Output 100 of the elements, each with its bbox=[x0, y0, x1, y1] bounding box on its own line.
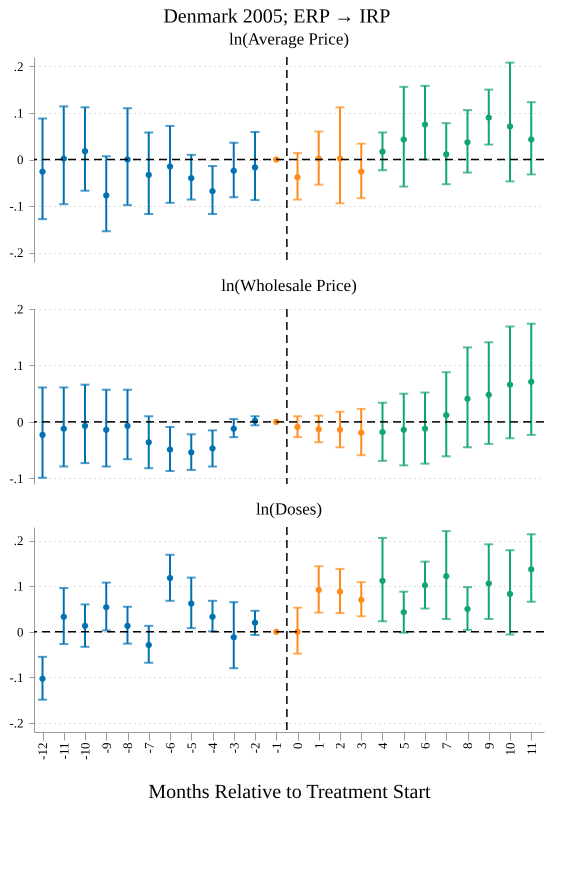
point bbox=[294, 174, 301, 180]
point bbox=[230, 426, 237, 432]
x-tick-label: 6 bbox=[418, 742, 432, 749]
point bbox=[316, 586, 322, 594]
y-tick-label: -.1 bbox=[9, 470, 24, 486]
x-tick-label: 9 bbox=[481, 742, 496, 749]
point bbox=[188, 449, 194, 456]
y-tick-label: 0 bbox=[17, 414, 24, 430]
point bbox=[146, 172, 152, 178]
x-tick-label: -10 bbox=[78, 742, 92, 760]
x-tick-label: -1 bbox=[268, 742, 284, 754]
point bbox=[358, 168, 364, 175]
point bbox=[358, 429, 364, 436]
x-tick-label: -9 bbox=[98, 742, 114, 754]
point bbox=[506, 381, 514, 388]
y-tick-label: .1 bbox=[14, 358, 24, 373]
point bbox=[443, 412, 450, 418]
point bbox=[400, 609, 407, 616]
x-tick-label: -8 bbox=[120, 742, 135, 754]
point bbox=[486, 114, 492, 121]
x-tick-label: 2 bbox=[332, 742, 348, 749]
y-tick-label: .1 bbox=[14, 578, 24, 594]
point bbox=[82, 622, 88, 630]
point bbox=[379, 428, 386, 436]
point bbox=[209, 188, 216, 194]
x-tick-label: 4 bbox=[375, 742, 390, 749]
point bbox=[209, 445, 216, 452]
point bbox=[146, 439, 152, 446]
chart-title: Denmark 2005; ERP → IRP bbox=[163, 5, 390, 28]
x-tick-label: -5 bbox=[184, 742, 199, 754]
point bbox=[60, 426, 67, 432]
point bbox=[39, 676, 46, 682]
point bbox=[400, 426, 407, 433]
point bbox=[336, 426, 344, 433]
x-axis-title: Months Relative to Treatment Start bbox=[148, 780, 432, 803]
point bbox=[422, 121, 428, 128]
y-tick-label: 0 bbox=[17, 152, 24, 167]
point bbox=[60, 614, 67, 620]
x-tick-label: 5 bbox=[396, 742, 412, 749]
x-tick-label: -11 bbox=[56, 742, 72, 760]
point bbox=[230, 634, 237, 640]
point bbox=[124, 622, 131, 630]
y-tick-label: .2 bbox=[14, 302, 24, 316]
x-tick-label: 7 bbox=[438, 742, 454, 749]
point bbox=[146, 642, 152, 648]
point bbox=[230, 168, 237, 174]
x-tick-label: 8 bbox=[460, 742, 475, 749]
point bbox=[166, 446, 174, 453]
point bbox=[506, 590, 514, 598]
point bbox=[82, 148, 88, 154]
point bbox=[316, 426, 322, 432]
point bbox=[528, 136, 534, 143]
x-tick-label: 0 bbox=[290, 742, 305, 749]
y-tick-label: -.2 bbox=[9, 715, 24, 730]
x-tick-label: -4 bbox=[205, 742, 220, 754]
point bbox=[166, 574, 174, 582]
point bbox=[103, 604, 110, 610]
point bbox=[209, 614, 216, 620]
point bbox=[422, 582, 428, 588]
x-tick-label: -3 bbox=[226, 742, 242, 754]
point bbox=[443, 573, 450, 580]
y-tick-label: .2 bbox=[14, 533, 24, 548]
point bbox=[379, 148, 386, 155]
point bbox=[464, 396, 471, 402]
point bbox=[400, 136, 407, 143]
point bbox=[252, 620, 258, 626]
point bbox=[528, 566, 534, 573]
chart-title: ln(Doses) bbox=[256, 499, 322, 518]
x-tick-label: 3 bbox=[354, 742, 369, 749]
y-tick-label: -.1 bbox=[9, 198, 24, 214]
y-tick-label: .1 bbox=[14, 105, 24, 120]
point bbox=[252, 164, 258, 171]
point bbox=[358, 596, 364, 604]
point bbox=[103, 426, 110, 433]
point bbox=[39, 432, 46, 438]
point bbox=[528, 378, 534, 385]
point bbox=[166, 163, 174, 170]
y-tick-label: .2 bbox=[14, 58, 24, 74]
point bbox=[336, 588, 344, 595]
x-tick-label: -2 bbox=[248, 742, 262, 754]
point bbox=[443, 151, 450, 158]
point bbox=[506, 123, 514, 130]
point bbox=[82, 422, 88, 430]
point bbox=[294, 424, 301, 430]
point bbox=[188, 600, 194, 607]
point bbox=[188, 174, 194, 182]
point bbox=[39, 168, 46, 175]
x-tick-label: -7 bbox=[141, 742, 156, 754]
point bbox=[486, 580, 492, 587]
point bbox=[464, 606, 471, 612]
x-tick-label: -6 bbox=[162, 742, 178, 754]
x-tick-label: 10 bbox=[502, 742, 518, 756]
point bbox=[103, 192, 110, 199]
y-tick-label: -.2 bbox=[9, 245, 24, 260]
chart-title: ln(Wholesale Price) bbox=[221, 276, 357, 295]
x-tick-label: 11 bbox=[524, 742, 539, 756]
y-tick-label: -.1 bbox=[9, 670, 24, 685]
point bbox=[486, 392, 492, 398]
chart-subtitle: ln(Average Price) bbox=[228, 29, 350, 48]
x-tick-label: -12 bbox=[35, 742, 50, 760]
